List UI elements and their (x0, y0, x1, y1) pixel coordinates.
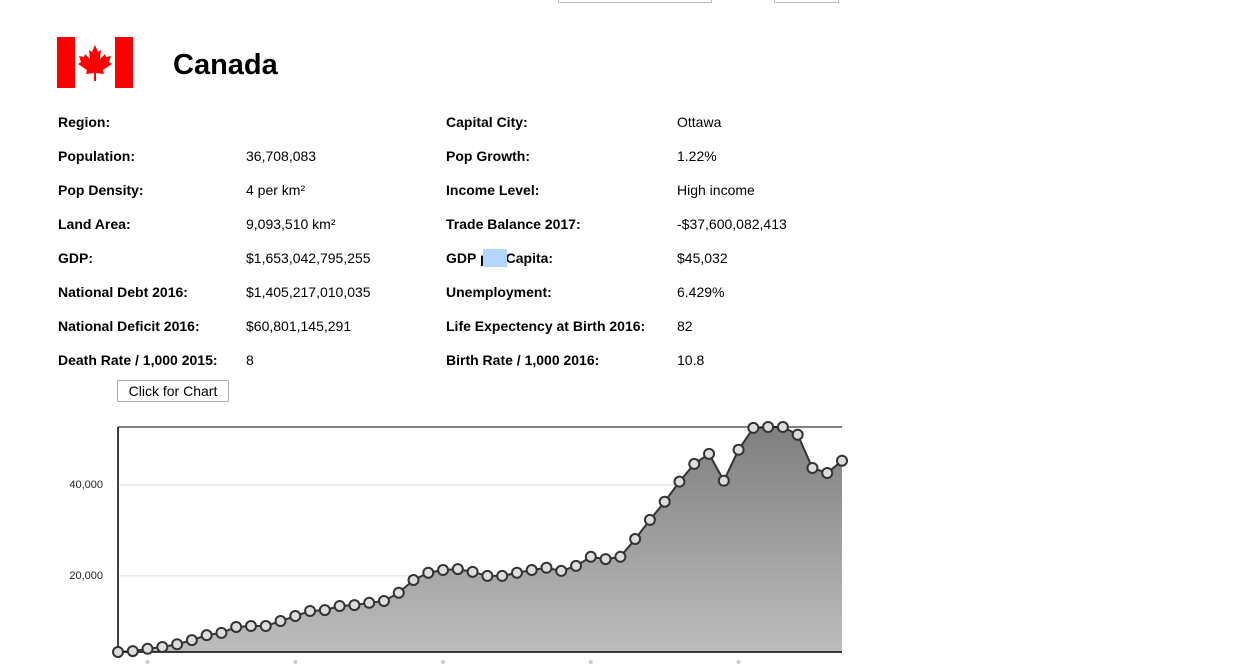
point (318, 604, 331, 617)
point (570, 559, 583, 572)
x-tick (736, 660, 741, 664)
point (762, 421, 775, 433)
point (171, 638, 184, 651)
point (392, 586, 405, 599)
point (732, 443, 745, 456)
country-title: Canada (173, 49, 278, 81)
point (540, 561, 553, 574)
point (437, 564, 450, 577)
point (407, 574, 420, 587)
x-tick (293, 660, 298, 664)
field-value: 4 per km² (246, 182, 306, 198)
point (259, 620, 272, 633)
field-label: Land Area: (58, 216, 131, 232)
field-label: Population: (58, 148, 135, 164)
point (289, 610, 302, 623)
point (703, 447, 716, 460)
x-tick (441, 660, 446, 664)
point (496, 569, 509, 582)
point (673, 475, 686, 488)
field-label: Death Rate / 1,000 2015: (58, 352, 218, 368)
field-label: Unemployment: (446, 284, 552, 300)
point (481, 569, 494, 582)
flag (57, 37, 133, 88)
field-value: 6.429% (677, 284, 725, 300)
point (185, 634, 198, 647)
field-label: Pop Density: (58, 182, 144, 198)
point (821, 467, 834, 480)
point (422, 566, 435, 579)
input-button[interactable] (774, 0, 839, 3)
point (126, 645, 139, 658)
point (806, 461, 819, 474)
point (230, 620, 243, 633)
point (348, 599, 361, 612)
field-value: 10.8 (677, 352, 705, 368)
field-value: $60,801,145,291 (246, 318, 352, 334)
point (200, 629, 213, 642)
point (629, 533, 642, 546)
point (466, 565, 479, 578)
field-label: National Debt 2016: (58, 284, 188, 300)
field-label: Income Level: (446, 182, 540, 198)
point (836, 454, 848, 467)
point (363, 596, 376, 609)
field-value: -$37,600,082,413 (677, 216, 787, 232)
field-value: 8 (246, 352, 254, 368)
point (304, 605, 317, 618)
point (156, 640, 169, 653)
chart: 20,000 40,000 (69, 421, 848, 664)
field-value: 1.22% (677, 148, 717, 164)
point (688, 457, 701, 470)
point (215, 626, 228, 639)
field-value: $45,032 (677, 250, 728, 266)
field-label: GDP: (58, 250, 93, 266)
field-value: $1,653,042,795,255 (246, 250, 371, 266)
point (658, 495, 671, 508)
point (643, 513, 656, 526)
point (451, 563, 464, 576)
field-label: Region: (58, 114, 111, 130)
field-value: 82 (677, 318, 693, 334)
point (614, 550, 627, 563)
point (776, 421, 789, 433)
point (274, 615, 287, 628)
field-label: Life Expectency at Birth 2016: (446, 318, 646, 334)
x-tick (588, 660, 593, 664)
field-value: 9,093,510 km² (246, 216, 336, 232)
point (747, 421, 760, 434)
field-label: Capital City: (446, 114, 528, 130)
point (791, 428, 804, 441)
field-label: Pop Growth: (446, 148, 530, 164)
point (510, 566, 523, 579)
y-tick-label: 20,000 (69, 570, 103, 582)
chart-button[interactable]: Click for Chart (117, 380, 229, 402)
field-value: Ottawa (677, 114, 722, 130)
point (525, 564, 538, 577)
x-tick (145, 660, 150, 664)
field-label: Trade Balance 2017: (446, 216, 581, 232)
field-label: Birth Rate / 1,000 2016: (446, 352, 600, 368)
input-box[interactable] (558, 0, 712, 3)
point (584, 550, 597, 563)
point (717, 474, 730, 487)
highlight (483, 249, 507, 267)
point (333, 599, 346, 612)
field-label: National Deficit 2016: (58, 318, 200, 334)
area (118, 427, 842, 652)
point (112, 646, 124, 658)
y-tick-label: 40,000 (69, 479, 103, 491)
point (555, 564, 568, 577)
field-value: 36,708,083 (246, 148, 317, 164)
field-value: High income (677, 182, 755, 198)
field-value: $1,405,217,010,035 (246, 284, 371, 300)
point (599, 553, 612, 566)
point (244, 620, 257, 633)
point (141, 642, 154, 655)
point (377, 594, 390, 607)
